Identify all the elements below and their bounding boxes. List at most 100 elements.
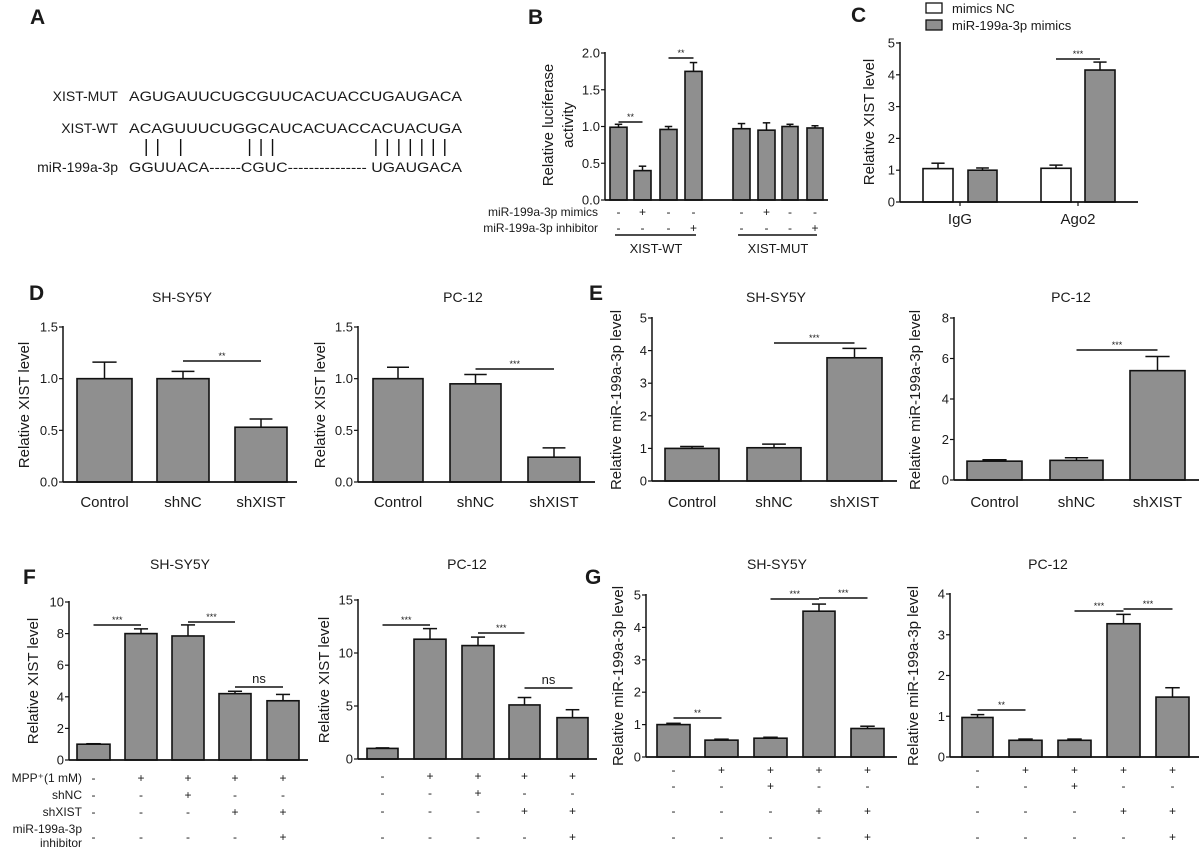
condition-value: -: [571, 786, 575, 800]
y-tick-label: 0: [634, 750, 641, 765]
condition-value: +: [474, 786, 481, 800]
condition-value: +: [521, 804, 528, 818]
y-tick-label: 0.5: [40, 423, 58, 438]
y-tick-label: 3: [640, 376, 647, 391]
condition-value: +: [1120, 804, 1127, 818]
condition-value: +: [184, 771, 191, 785]
y-tick-label: 6: [942, 351, 949, 366]
condition-value: +: [569, 804, 576, 818]
y-tick-label: 15: [339, 593, 353, 608]
condition-value: +: [474, 769, 481, 783]
x-tick-label: shXIST: [529, 494, 578, 511]
condition-value: -: [765, 221, 769, 235]
condition-value: +: [815, 763, 822, 777]
condition-value: -: [381, 786, 385, 800]
y-tick-label: 0.0: [335, 475, 353, 490]
condition-value: -: [523, 786, 527, 800]
y-tick-label: 3: [634, 652, 641, 667]
condition-value: -: [672, 804, 676, 818]
condition-value: -: [720, 804, 724, 818]
condition-value: +: [426, 769, 433, 783]
bar: [1106, 622, 1141, 758]
bar: [966, 460, 1023, 481]
sequence: GGUUACA------CGUC--------------- UGAUGAC…: [129, 159, 463, 175]
y-tick-label: 6: [57, 658, 64, 673]
sequence-label: XIST-MUT: [53, 88, 119, 104]
y-tick-label: 4: [938, 587, 945, 602]
x-tick-label: IgG: [948, 211, 972, 228]
group-label: XIST-MUT: [748, 241, 809, 256]
legend-label: miR-199a-3p mimics: [952, 18, 1072, 33]
y-tick-label: 10: [339, 646, 353, 661]
condition-value: -: [523, 830, 527, 844]
sequence: AGUGAUUCUGCGUUCACUACCUGAUGACA: [129, 88, 463, 104]
y-tick-label: 3: [938, 627, 945, 642]
condition-value: -: [866, 779, 870, 793]
condition-value: -: [1122, 779, 1126, 793]
condition-value: -: [740, 221, 744, 235]
condition-value: +: [279, 805, 286, 819]
bar: [461, 644, 495, 760]
chart-title: SH-SY5Y: [150, 556, 211, 572]
y-tick-label: 4: [640, 343, 647, 358]
condition-value: +: [1169, 804, 1176, 818]
bar: [802, 610, 836, 758]
bar: [76, 377, 133, 483]
condition-value: +: [690, 221, 697, 235]
condition-value: +: [767, 779, 774, 793]
condition-value: -: [740, 205, 744, 219]
condition-value: -: [617, 205, 621, 219]
condition-label: miR-199a-3p: [13, 822, 83, 836]
significance-label: ***: [112, 615, 123, 625]
condition-value: +: [1022, 763, 1029, 777]
y-axis-label: Relative luciferase: [540, 64, 557, 187]
y-axis-label: activity: [560, 102, 577, 148]
condition-value: +: [639, 205, 646, 219]
condition-value: -: [233, 788, 237, 802]
bar: [1129, 369, 1186, 481]
bar: [753, 737, 788, 758]
significance-label: **: [694, 708, 702, 718]
bar: [1008, 739, 1043, 758]
condition-value: -: [976, 779, 980, 793]
condition-value: -: [1024, 779, 1028, 793]
condition-value: -: [1122, 830, 1126, 844]
significance-label: ***: [789, 589, 800, 599]
condition-value: -: [139, 830, 143, 844]
condition-value: +: [1071, 763, 1078, 777]
x-tick-label: shXIST: [830, 494, 879, 511]
significance-label: ***: [1143, 599, 1154, 609]
bar: [826, 356, 883, 482]
panel-letter-b: B: [528, 6, 543, 29]
significance-label: **: [998, 700, 1006, 710]
y-tick-label: 5: [640, 311, 647, 326]
bar: [266, 699, 300, 761]
bar: [609, 126, 628, 201]
y-tick-label: 0: [57, 753, 64, 768]
condition-value: +: [864, 763, 871, 777]
condition-value: +: [231, 805, 238, 819]
condition-value: -: [476, 830, 480, 844]
y-axis-label: Relative XIST level: [312, 342, 329, 468]
bar: [656, 723, 691, 758]
condition-value: -: [617, 221, 621, 235]
significance-label: ***: [206, 612, 217, 622]
bar: [1057, 739, 1092, 758]
condition-value: -: [817, 830, 821, 844]
y-axis-label: Relative XIST level: [25, 618, 42, 744]
x-tick-label: Control: [80, 494, 128, 511]
x-tick-label: Control: [970, 494, 1018, 511]
bar: [1155, 696, 1190, 758]
condition-value: +: [815, 804, 822, 818]
significance-label: ***: [838, 588, 849, 598]
y-tick-label: 2: [942, 432, 949, 447]
y-tick-label: 4: [634, 620, 641, 635]
x-tick-label: shNC: [1058, 494, 1096, 511]
x-tick-label: shNC: [164, 494, 202, 511]
legend-swatch: [925, 2, 943, 14]
y-tick-label: 10: [50, 595, 64, 610]
condition-value: -: [428, 786, 432, 800]
significance-label: ***: [496, 623, 507, 633]
y-tick-label: 1: [634, 717, 641, 732]
